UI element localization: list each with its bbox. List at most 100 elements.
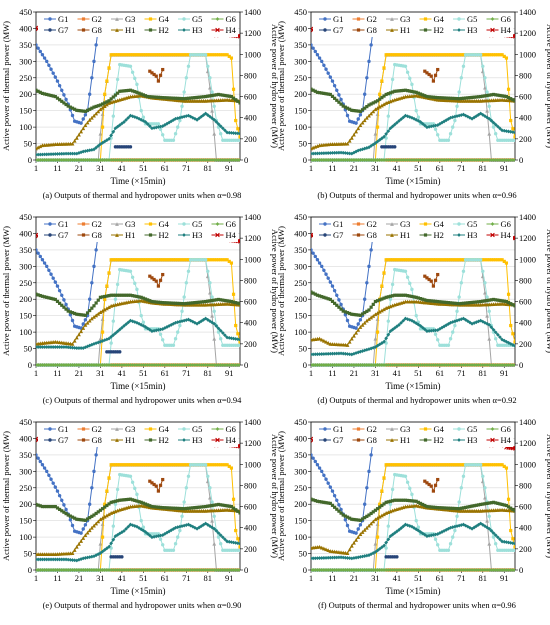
y-tick-label: 350 (294, 245, 307, 255)
x-tick-label: 91 (225, 368, 234, 378)
marker (210, 295, 213, 298)
legend-label: G1 (58, 14, 68, 24)
marker (90, 486, 93, 489)
marker (236, 537, 239, 540)
marker (185, 76, 188, 79)
series-h3 (34, 112, 242, 157)
y2-tick-label: 1000 (519, 49, 536, 59)
marker (357, 222, 360, 225)
legend-label: G8 (92, 25, 102, 35)
marker (513, 304, 516, 307)
marker (432, 284, 435, 287)
marker (391, 78, 394, 81)
marker (357, 233, 360, 236)
y2-tick-label: 800 (519, 70, 532, 80)
y2-tick-label: 600 (244, 502, 257, 512)
marker (157, 284, 160, 287)
x-tick-label: 71 (457, 163, 466, 173)
marker (94, 453, 97, 456)
marker (129, 65, 132, 68)
marker (430, 280, 433, 283)
x-axis-label: Time (×15min) (386, 381, 441, 391)
x-tick-label: 51 (414, 163, 423, 173)
legend-label: G7 (58, 25, 68, 35)
y-tick-label: 300 (19, 261, 32, 271)
legend-label: G4 (159, 219, 170, 229)
marker (131, 481, 134, 484)
y2-tick-label: 200 (244, 134, 257, 144)
marker (434, 333, 437, 336)
marker (97, 299, 100, 302)
legend-label: H3 (192, 25, 202, 35)
y-tick-label: 0 (303, 155, 307, 165)
marker (314, 255, 317, 258)
legend-label: H3 (467, 230, 477, 240)
series-g7 (380, 145, 396, 148)
marker (337, 298, 340, 301)
marker (142, 116, 145, 119)
marker (182, 222, 185, 225)
x-tick-label: 61 (161, 368, 170, 378)
x-tick-label: 91 (500, 368, 509, 378)
legend-label: G6 (226, 14, 236, 24)
y2-axis-label: Active power of hydro power (MW) (545, 229, 550, 353)
legend-label: G8 (367, 25, 377, 35)
plot-area (309, 231, 517, 367)
legend-label: G5 (192, 14, 202, 24)
marker (82, 17, 85, 20)
legend-label: G3 (400, 219, 410, 229)
marker (376, 126, 379, 129)
x-tick-label: 1 (34, 368, 38, 378)
marker (48, 17, 51, 20)
legend-label: H2 (434, 230, 444, 240)
marker (62, 298, 65, 301)
marker (238, 302, 241, 305)
y2-tick-label: 1200 (244, 233, 261, 243)
series-line (100, 260, 240, 365)
y2-tick-label: 400 (519, 113, 532, 123)
marker (79, 531, 82, 534)
marker (232, 498, 235, 501)
x-tick-label: 21 (75, 573, 84, 583)
marker (460, 281, 463, 284)
marker (58, 289, 61, 292)
series-g7 (114, 145, 132, 148)
x-tick-label: 31 (96, 573, 105, 583)
x-tick-label: 21 (350, 163, 359, 173)
marker (133, 487, 136, 490)
marker (51, 276, 54, 279)
marker (393, 145, 396, 148)
marker (208, 486, 211, 489)
marker (133, 77, 136, 80)
marker (509, 324, 512, 327)
marker (39, 50, 42, 53)
legend-label: G7 (333, 25, 343, 35)
x-tick-label: 81 (479, 368, 488, 378)
marker (434, 74, 437, 77)
marker (116, 488, 119, 491)
y-tick-label: 200 (294, 89, 307, 99)
marker (509, 119, 512, 122)
x-axis-label: Time (×15min) (111, 176, 166, 186)
series-line (36, 260, 240, 365)
marker (82, 527, 85, 530)
marker (60, 89, 63, 92)
marker (58, 494, 61, 497)
marker (507, 88, 510, 91)
y-tick-label: 250 (19, 278, 32, 288)
marker (436, 273, 439, 276)
series-g8 (423, 68, 439, 83)
x-tick-label: 61 (436, 368, 445, 378)
x-tick-label: 31 (371, 368, 380, 378)
y-tick-label: 250 (294, 278, 307, 288)
x-tick-label: 51 (139, 368, 148, 378)
marker (174, 132, 177, 135)
marker (120, 555, 123, 558)
marker (436, 133, 439, 136)
chart-panel: 0501001502002503003504004500200400600800… (276, 7, 550, 200)
marker (219, 337, 222, 340)
x-tick-label: 51 (414, 368, 423, 378)
marker (513, 135, 516, 138)
